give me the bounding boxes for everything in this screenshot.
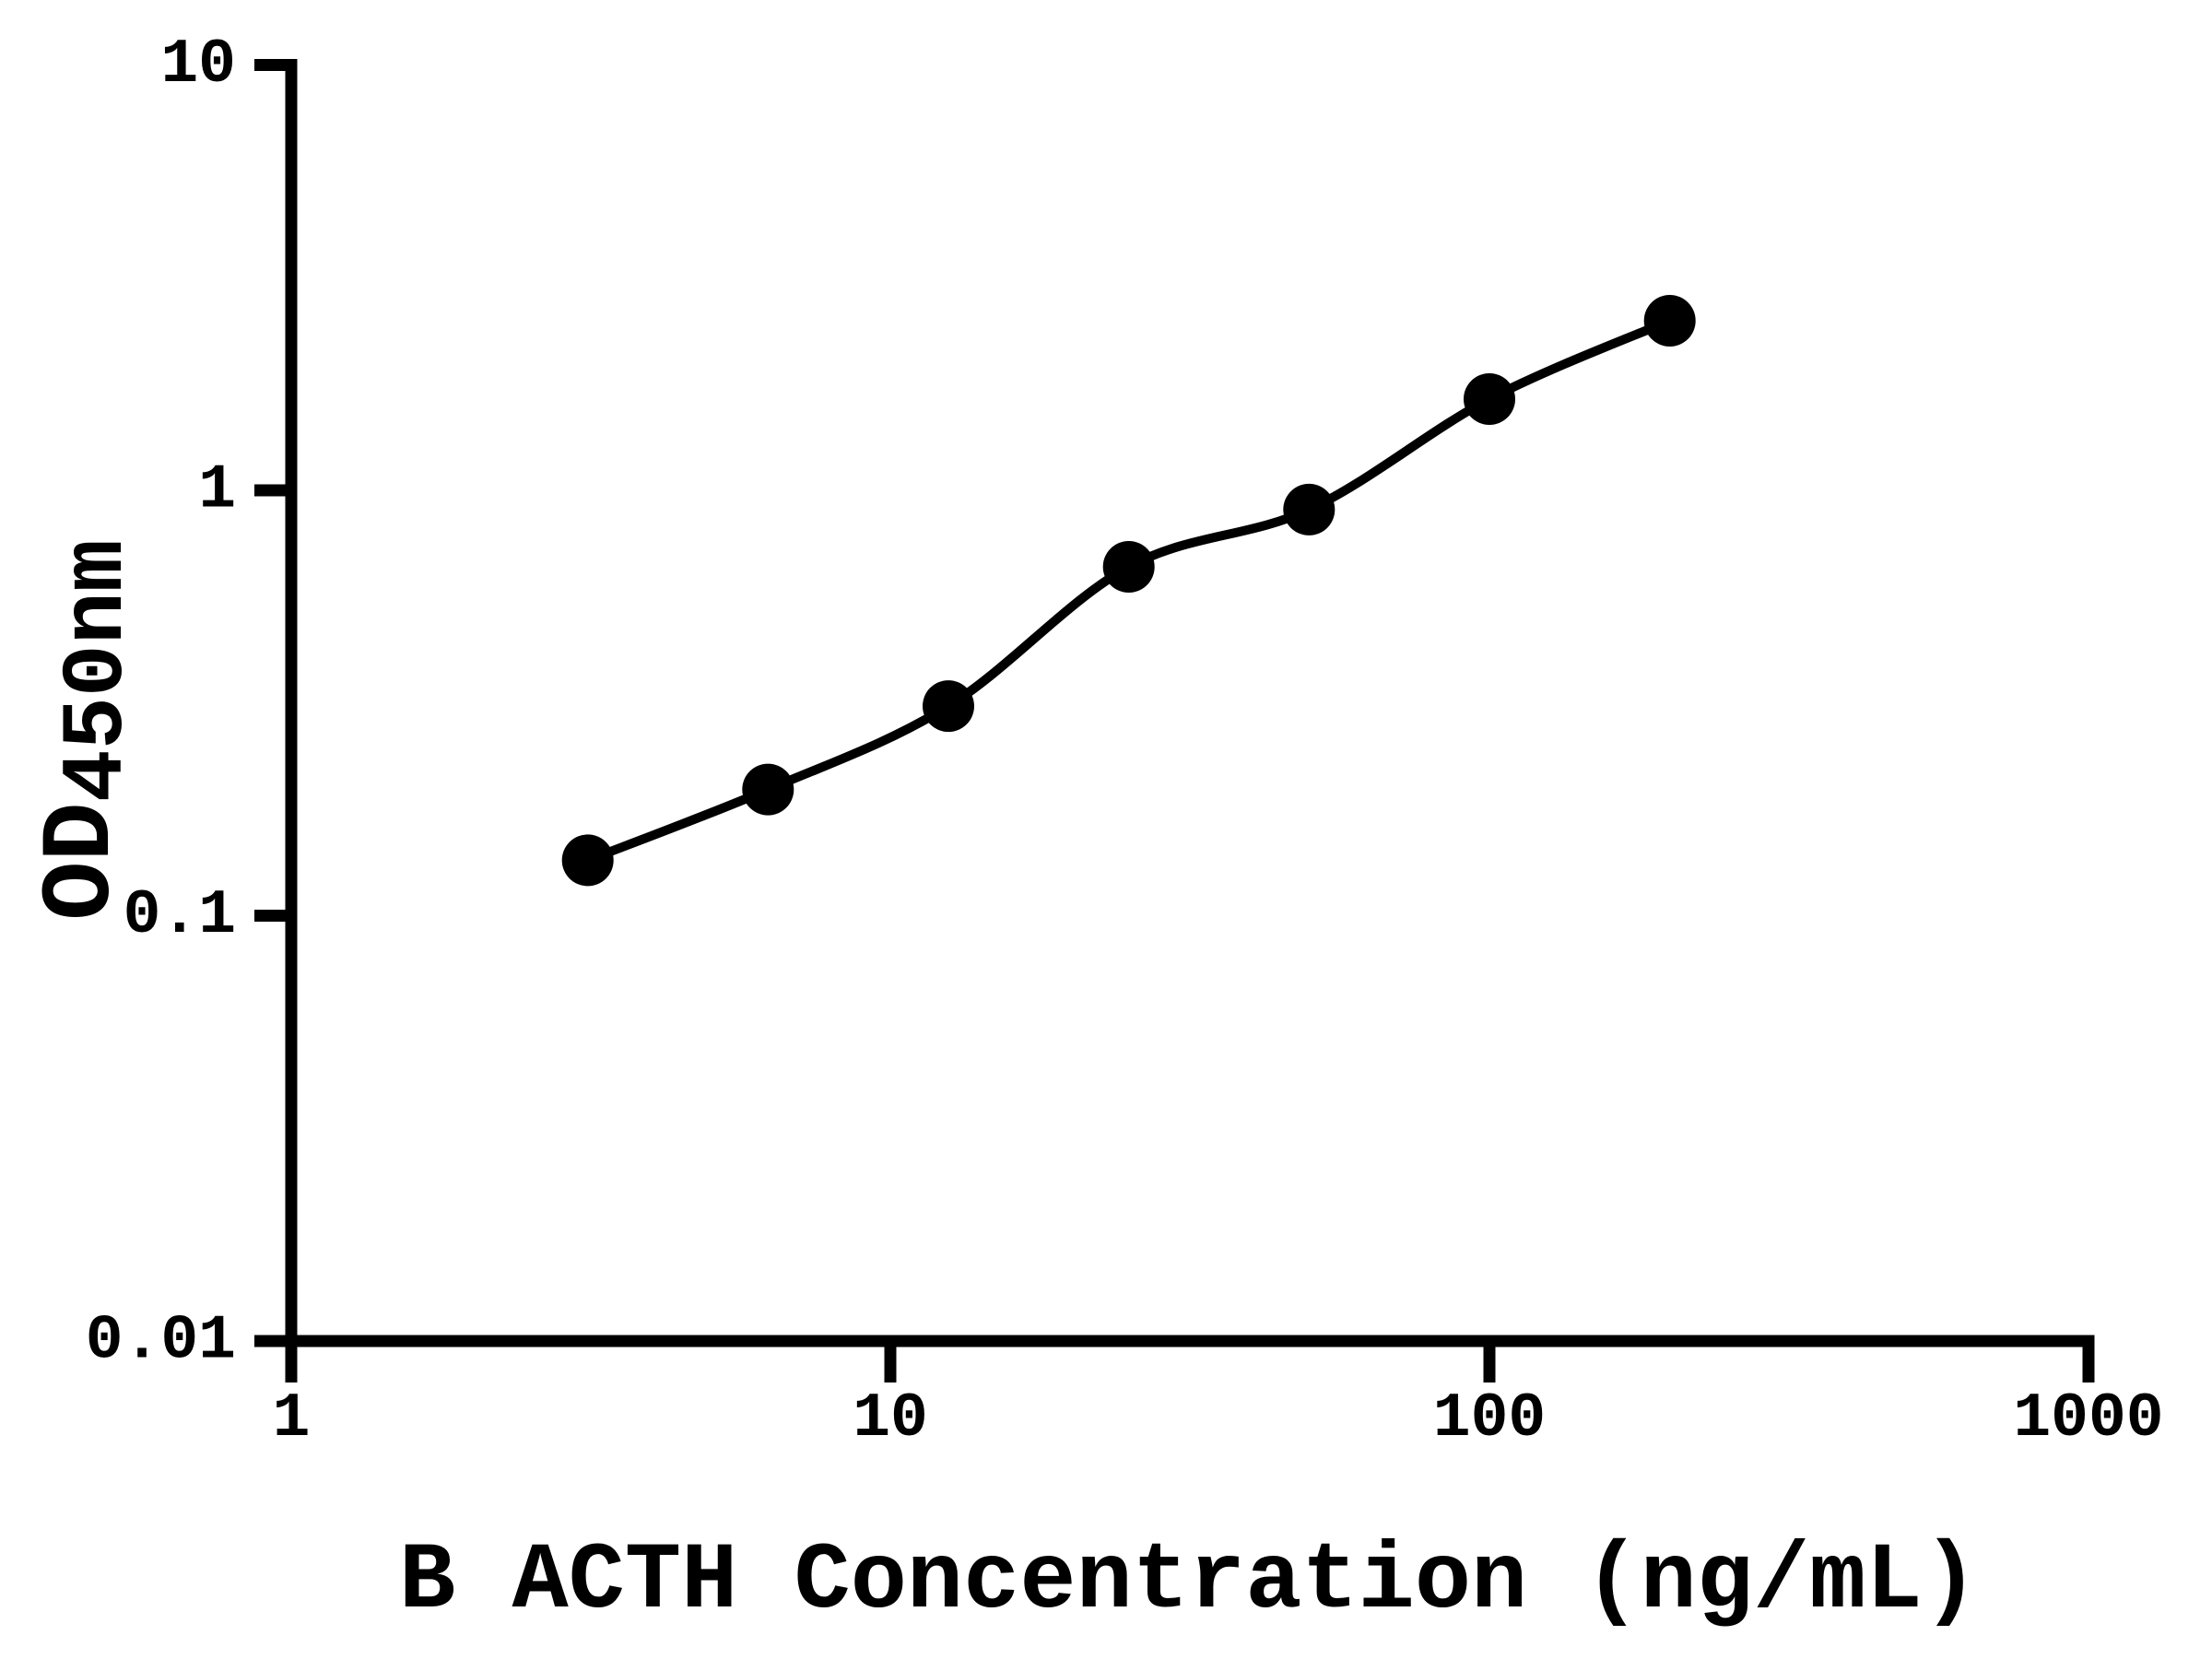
x-tick-label: 10: [853, 1383, 928, 1454]
x-tick-label: 1: [273, 1383, 311, 1454]
y-axis-title: OD450nm: [27, 539, 147, 920]
y-axis-title-main: OD: [27, 802, 138, 920]
x-axis-title: B ACTH Concentration (ng/mL): [399, 1528, 1979, 1635]
data-point-marker: [561, 834, 614, 887]
tick-labels: 0.01 0.1 1 10 1 10 100 1000: [86, 29, 2164, 1454]
data-point-marker: [1464, 373, 1515, 425]
data-point-marker: [923, 680, 974, 733]
data-point-marker: [1643, 295, 1696, 347]
y-tick-label: 10: [160, 29, 236, 100]
data-point-marker: [1283, 483, 1335, 535]
y-tick-label: 1: [198, 455, 236, 526]
y-tick-label: 0.01: [86, 1306, 236, 1377]
axes: [254, 59, 2095, 1382]
data-points: [561, 295, 1696, 887]
x-tick-label: 1000: [2013, 1383, 2163, 1454]
y-tick-label: 0.1: [124, 880, 236, 951]
y-axis-title-subscript: 450nm: [48, 539, 147, 802]
data-point-marker: [742, 763, 794, 816]
x-tick-label: 100: [1433, 1383, 1546, 1454]
data-point-marker: [1102, 541, 1155, 593]
